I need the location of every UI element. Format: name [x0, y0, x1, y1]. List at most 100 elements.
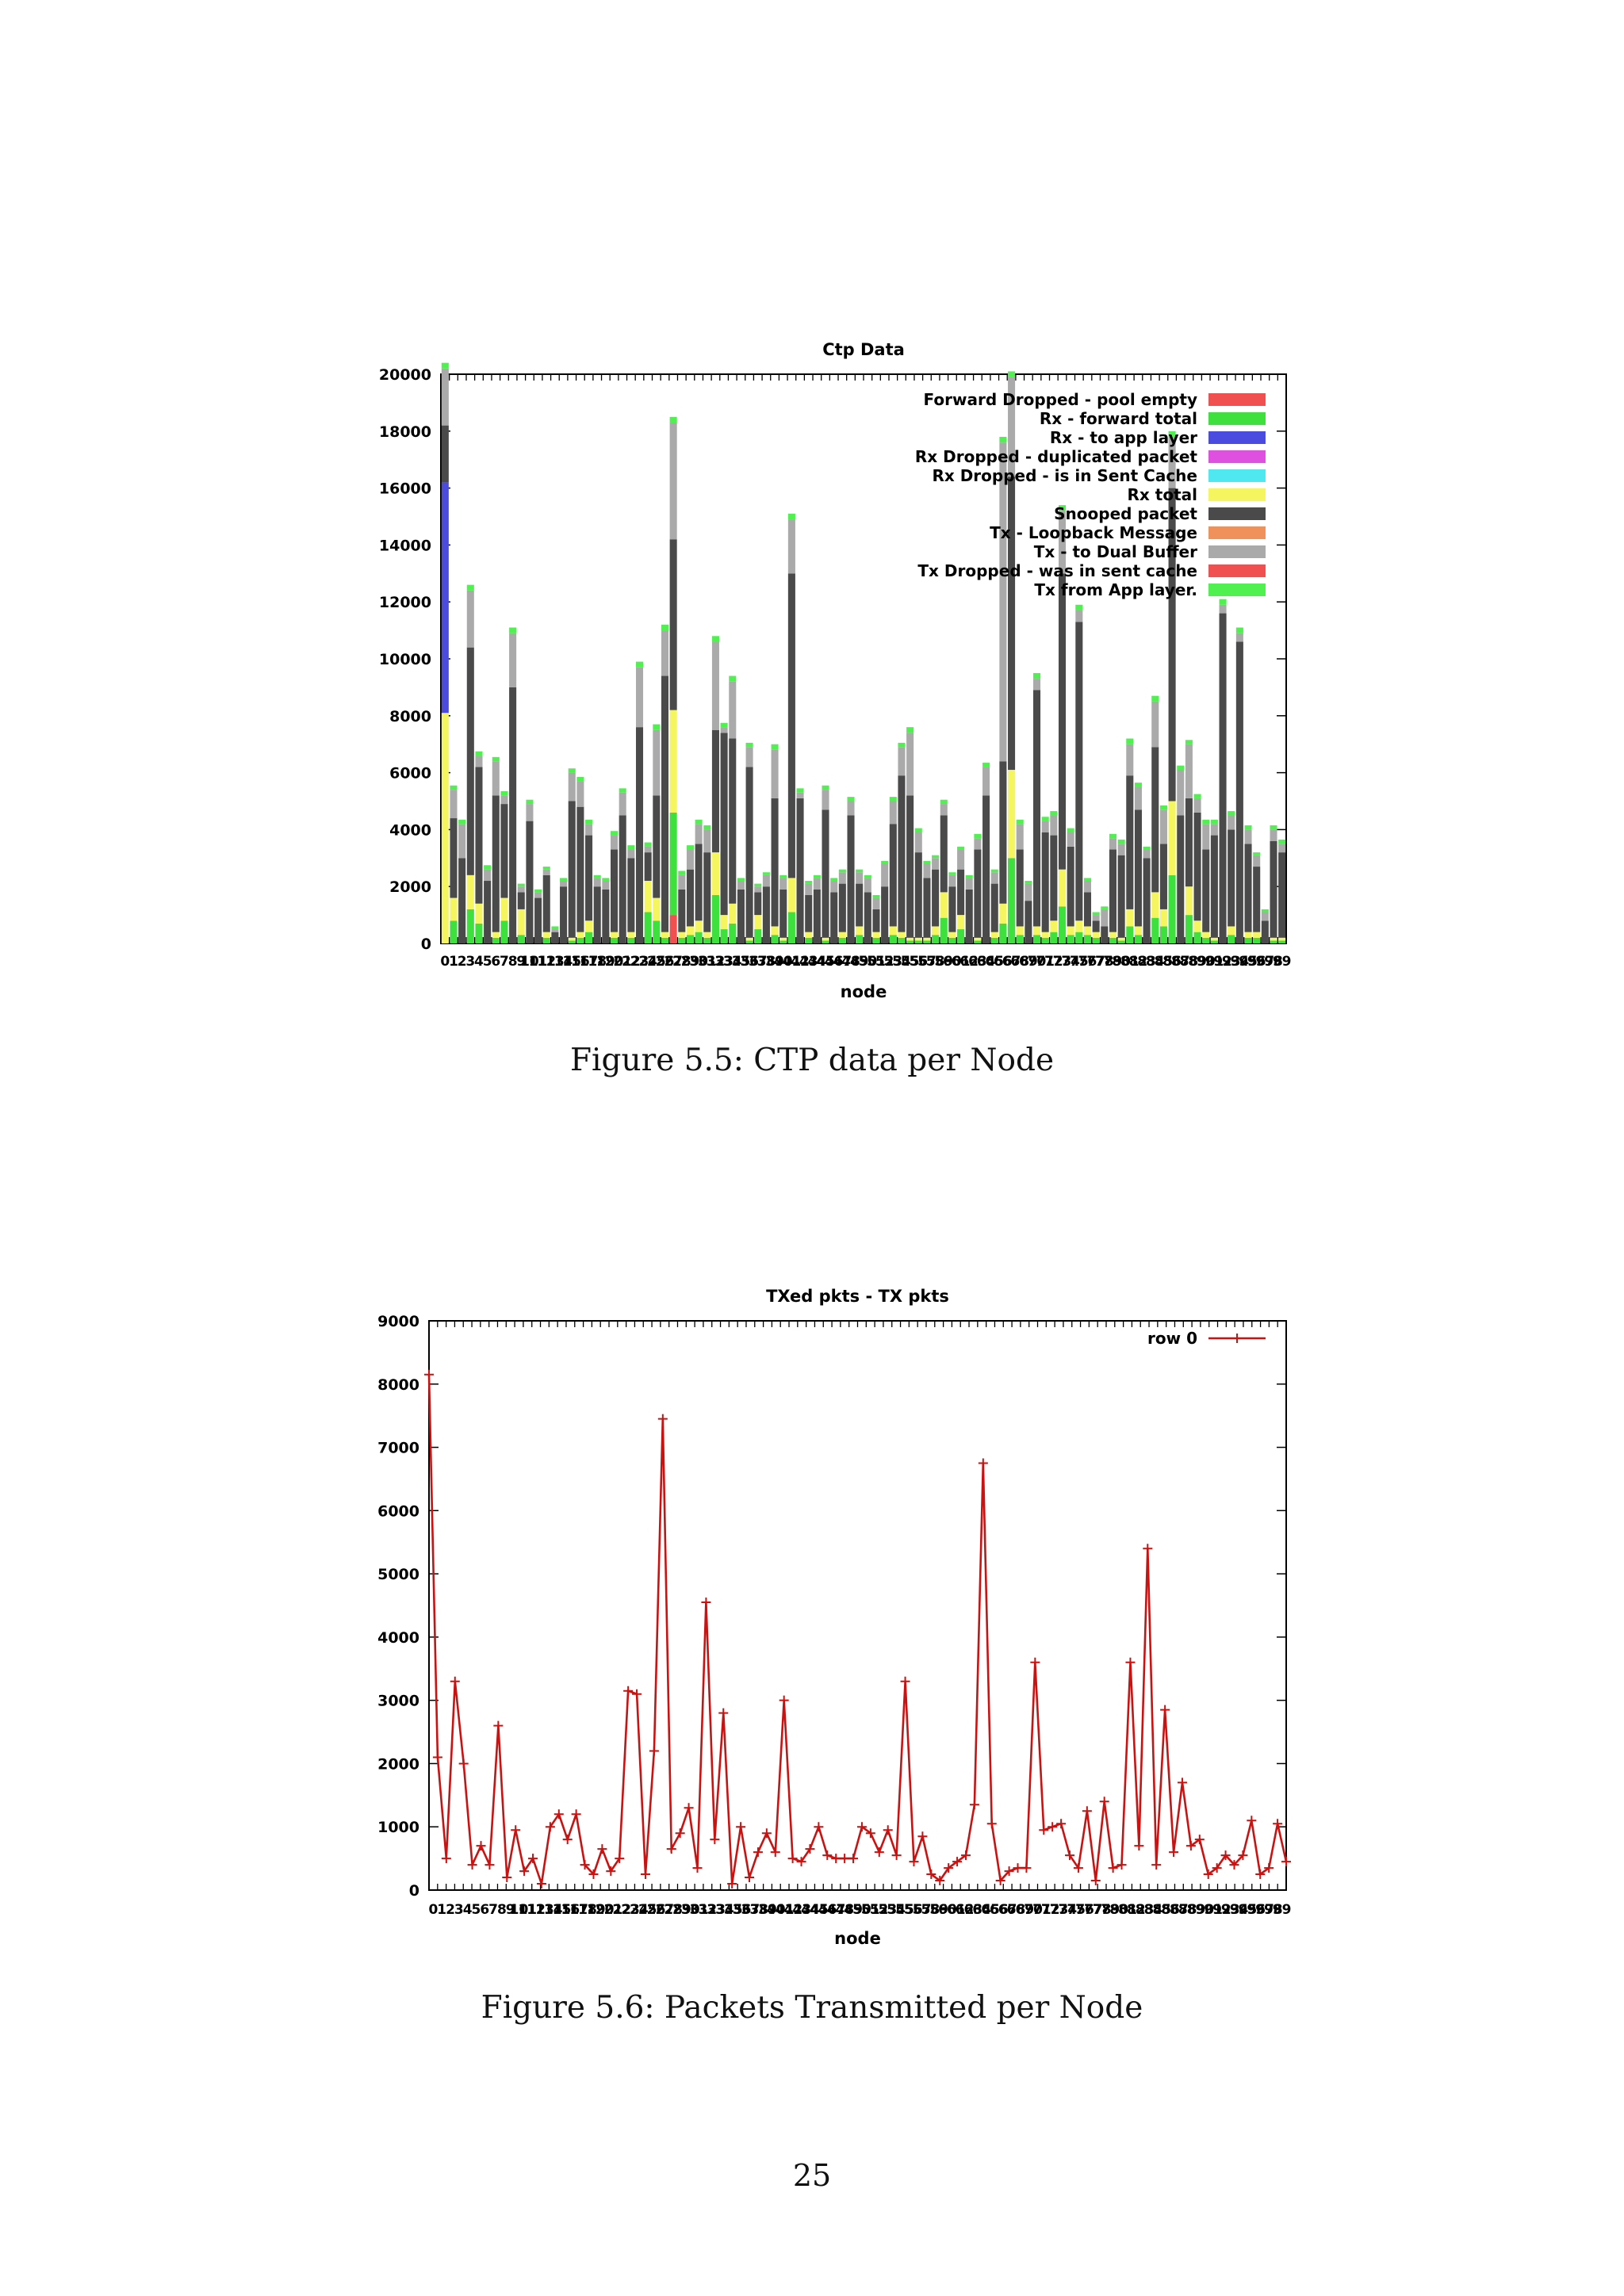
x-tick-label: 33: [707, 1902, 726, 1918]
x-tick-label: 92: [1213, 954, 1232, 970]
bar-segment: [838, 869, 846, 873]
bar-segment: [957, 869, 965, 916]
data-point: [450, 1676, 460, 1686]
bar-segment: [948, 872, 956, 875]
bar-segment: [914, 832, 922, 853]
bar-segment: [1151, 695, 1159, 702]
chart-title: TXed pkts - TX pkts: [766, 1287, 949, 1306]
x-tick-label: 80: [1112, 954, 1131, 970]
bar-segment: [990, 869, 998, 873]
bar-segment: [703, 852, 711, 932]
x-tick-label: 2: [458, 954, 467, 970]
bar-segment: [1101, 926, 1109, 943]
bar-segment: [568, 768, 576, 773]
x-tick-label: 90: [1195, 1902, 1214, 1918]
bar-segment: [1092, 920, 1100, 932]
bar-segment: [458, 824, 466, 859]
bar-segment: [881, 860, 889, 864]
x-tick-label: 48: [835, 1902, 854, 1918]
bar-segment: [475, 923, 483, 943]
bar-segment: [1058, 906, 1067, 943]
bar-segment: [1067, 828, 1074, 832]
bar-segment: [830, 881, 838, 893]
bar-segment: [999, 761, 1007, 904]
bar-segment: [695, 819, 703, 825]
bar-segment: [1008, 476, 1016, 771]
bar-segment: [619, 815, 626, 943]
bar-segment: [441, 362, 449, 369]
data-point: [1056, 1819, 1067, 1829]
bar-segment: [1219, 604, 1227, 614]
bar-segment: [500, 790, 508, 796]
x-tick-label: 68: [1007, 1902, 1026, 1918]
bar-segment: [1075, 604, 1083, 610]
figure-ctp-data: 0 2000 4000 6000 8000 10000 12000 14000 16000 180…: [0, 317, 1624, 1062]
x-tick-label: 22: [622, 954, 641, 970]
bar-segment: [686, 845, 694, 850]
x-tick-label: 94: [1230, 1902, 1249, 1918]
x-tick-label: 96: [1247, 954, 1266, 970]
bar-segment: [611, 831, 619, 836]
bar-segment: [585, 819, 593, 825]
data-point: [1160, 1705, 1170, 1715]
bar-segment: [856, 872, 864, 884]
bar-segment: [1092, 937, 1100, 943]
bar-segment: [551, 929, 559, 932]
data-point: [874, 1847, 884, 1858]
x-tick-label: 91: [1205, 954, 1224, 970]
x-tick-label: 56: [909, 954, 928, 970]
bar-segment: [1270, 829, 1277, 841]
legend-swatch: [1208, 450, 1266, 463]
bar-segment: [542, 874, 550, 932]
x-tick-label: 30: [689, 954, 708, 970]
data-point: [1151, 1860, 1162, 1870]
data-point: [606, 1866, 616, 1877]
bar-segment: [881, 863, 889, 887]
bar-segment: [619, 788, 626, 793]
bar-segment: [653, 920, 661, 943]
x-tick-label: 43: [799, 954, 818, 970]
bar-segment: [932, 935, 940, 943]
bar-segment: [872, 897, 880, 909]
x-tick-label: 6: [491, 954, 500, 970]
x-tick-label: 37: [749, 954, 768, 970]
data-point: [1108, 1863, 1118, 1873]
bar-segment: [745, 940, 753, 943]
bar-segment: [1253, 855, 1261, 867]
bar-segment: [492, 937, 500, 943]
x-tick-label: 52: [875, 954, 894, 970]
x-tick-label: 4: [474, 954, 484, 970]
bar-segment: [644, 852, 652, 882]
x-tick-label: 62: [959, 954, 979, 970]
bar-segment: [517, 935, 525, 943]
x-tick-label: 85: [1155, 954, 1174, 970]
data-point: [493, 1720, 504, 1731]
bar-segment: [990, 883, 998, 932]
bar-segment: [1151, 701, 1159, 748]
bar-segment: [475, 903, 483, 924]
data-point: [727, 1879, 737, 1889]
x-tick-label: 79: [1101, 1902, 1120, 1918]
x-tick-label: 83: [1136, 1902, 1155, 1918]
bar-segment: [923, 940, 931, 943]
bar-segment: [1008, 858, 1016, 943]
data-point: [1065, 1850, 1075, 1861]
bar-segment: [534, 897, 542, 943]
x-tick-label: 90: [1197, 954, 1216, 970]
bar-segment: [720, 733, 728, 916]
x-tick-label: 98: [1264, 954, 1283, 970]
bar-segment: [1126, 775, 1134, 909]
bar-segment: [1278, 852, 1286, 938]
bar-segment: [779, 874, 787, 878]
bar-segment: [932, 855, 940, 859]
x-tick-label: 57: [913, 1902, 932, 1918]
bar-segment: [745, 742, 753, 748]
bar-segment: [982, 795, 990, 943]
x-tick-label: 1: [437, 1902, 446, 1918]
bar-segment: [957, 929, 965, 943]
bar-segment: [1168, 488, 1176, 802]
bar-segment: [526, 821, 534, 943]
bar-segment: [1016, 935, 1024, 943]
bar-segment: [1228, 815, 1235, 830]
x-tick-label: 9: [506, 1902, 515, 1918]
